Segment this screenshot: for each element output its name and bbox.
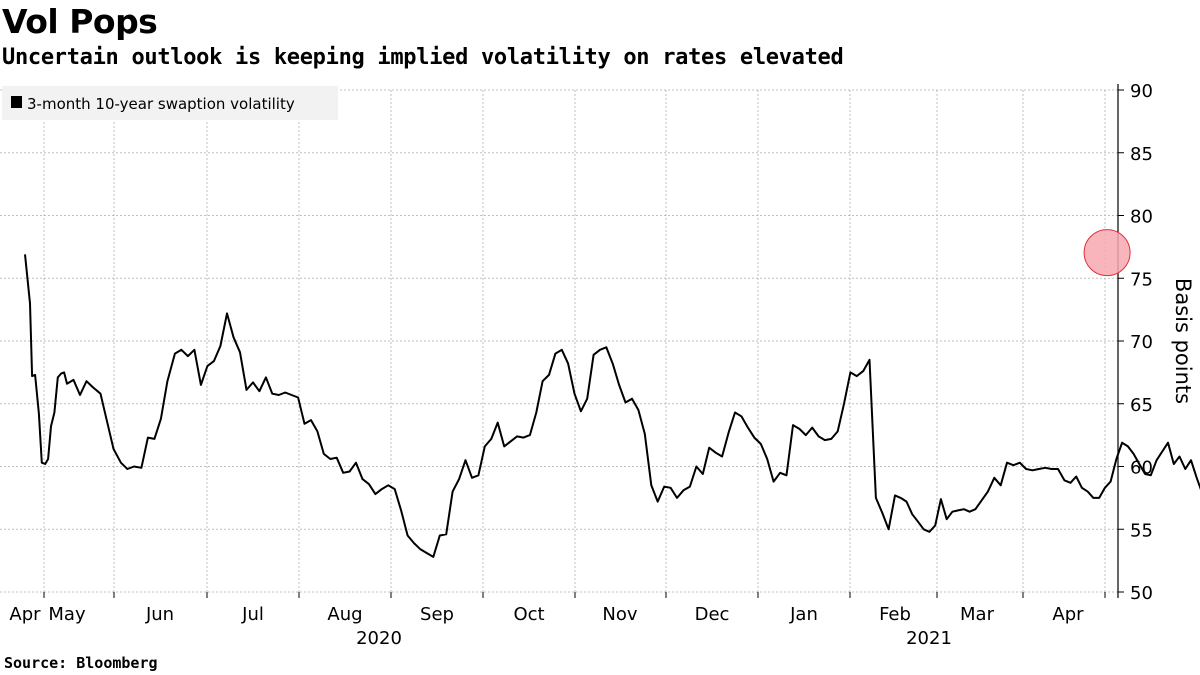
- x-tick-label: Aug: [327, 604, 362, 625]
- x-tick-label: Apr: [9, 604, 41, 625]
- x-tick-label: Dec: [695, 604, 730, 625]
- legend: 3-month 10-year swaption volatility: [2, 86, 338, 120]
- x-tick-label: Sep: [420, 604, 454, 625]
- y-tick-label: 85: [1130, 144, 1153, 165]
- legend-swatch: [11, 96, 22, 108]
- highlight-marker: [1083, 229, 1131, 277]
- chart-subtitle: Uncertain outlook is keeping implied vol…: [2, 45, 844, 70]
- x-tick-label: Oct: [513, 604, 544, 625]
- legend-label: 3-month 10-year swaption volatility: [27, 95, 295, 113]
- x-tick-label: Feb: [879, 604, 911, 625]
- y-tick-label: 90: [1130, 81, 1153, 102]
- series-line: [24, 254, 1200, 558]
- y-tick-label: 75: [1130, 269, 1153, 290]
- y-tick-label: 65: [1130, 395, 1153, 416]
- x-tick-label: Mar: [960, 604, 995, 625]
- legend-background: [2, 86, 338, 120]
- x-tick-label: May: [48, 604, 86, 625]
- grid: [0, 89, 1118, 593]
- y-axis-title: Basis points: [1171, 278, 1195, 404]
- x-tick-label: Jul: [241, 604, 264, 625]
- x-tick-label: Nov: [602, 604, 637, 625]
- highlight-layer: [1083, 229, 1131, 277]
- x-tick-label: Jan: [789, 604, 818, 625]
- source-note: Source: Bloomberg: [4, 654, 158, 672]
- x-year-label: 2021: [906, 628, 952, 649]
- y-tick-label: 50: [1130, 583, 1153, 604]
- x-year-label: 2020: [356, 628, 402, 649]
- y-tick-label: 80: [1130, 207, 1153, 228]
- y-tick-label: 70: [1130, 332, 1153, 353]
- chart-title: Vol Pops: [2, 2, 158, 41]
- y-tick-label: 55: [1130, 520, 1153, 541]
- x-tick-label: Jun: [145, 604, 174, 625]
- x-tick-label: Apr: [1052, 604, 1084, 625]
- series-layer: [24, 254, 1200, 558]
